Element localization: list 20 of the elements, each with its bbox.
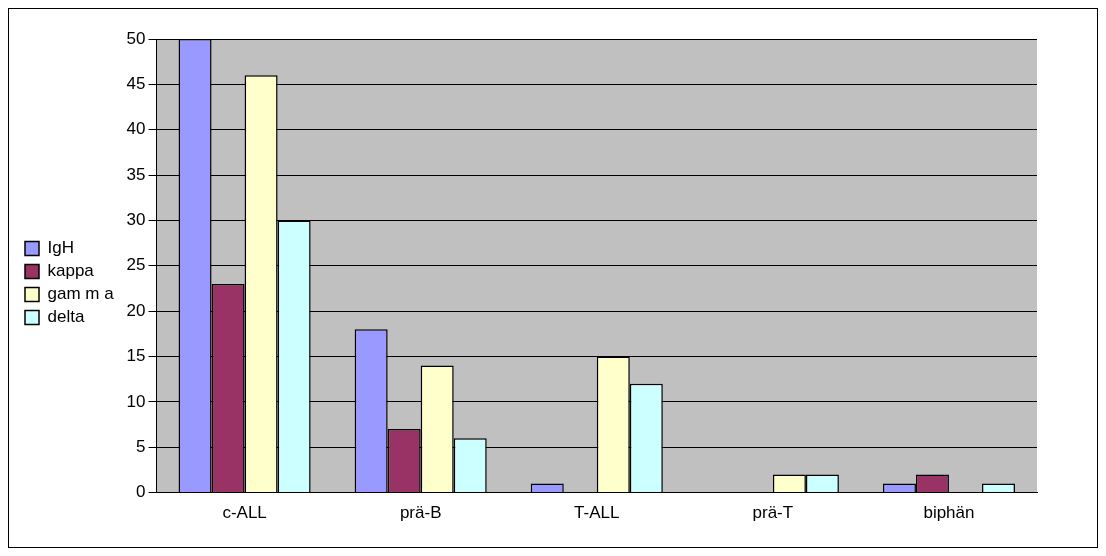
y-tick-label: 20 — [126, 300, 146, 320]
y-tick-label: 30 — [126, 210, 146, 230]
y-tick-label: 0 — [136, 482, 146, 502]
y-tick-label: 15 — [126, 346, 146, 366]
y-tick-label: 25 — [126, 255, 146, 275]
y-tick-label: 45 — [126, 74, 146, 94]
y-tick-label: 35 — [126, 164, 146, 184]
legend-label: gam m a — [47, 284, 115, 304]
legend-label: kappa — [47, 261, 95, 281]
y-tick-label: 40 — [126, 119, 146, 139]
y-tick-label: 50 — [126, 28, 146, 48]
x-tick-label: prä-B — [399, 503, 442, 523]
legend-label: IgH — [47, 238, 74, 258]
legend-label: delta — [47, 307, 85, 327]
y-tick-label: 5 — [136, 436, 146, 456]
y-tick-label: 10 — [126, 391, 146, 411]
x-tick-label: prä-T — [752, 503, 794, 523]
x-tick-label: T-ALL — [574, 503, 620, 523]
x-tick-label: biphän — [923, 503, 975, 523]
x-tick-label: c-ALL — [222, 503, 267, 523]
